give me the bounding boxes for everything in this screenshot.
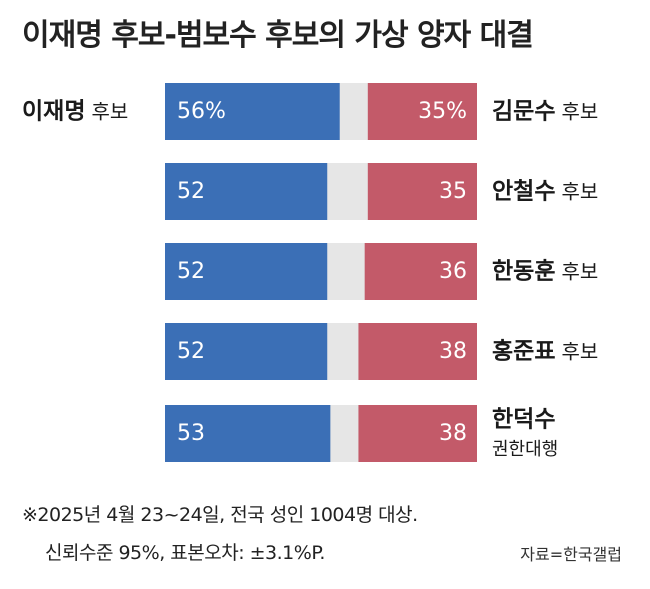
- bar-opponent: [364, 243, 477, 300]
- opponent-suffix: 후보: [561, 260, 598, 284]
- opponent-label: 홍준표 후보: [492, 339, 598, 365]
- bar-lee: [165, 405, 331, 462]
- left-candidate-name: 이재명: [22, 99, 85, 125]
- opponent-name: 한덕수: [492, 407, 555, 433]
- opponent-label: 김문수 후보: [492, 99, 598, 125]
- opponent-name: 홍준표: [492, 339, 555, 365]
- data-label-opponent: 36: [439, 259, 467, 284]
- data-label-lee: 56%: [177, 99, 226, 124]
- source-label: 자료=한국갤럽: [520, 545, 622, 564]
- bar-lee: [165, 163, 328, 220]
- bar-opponent: [367, 83, 477, 140]
- bar-lee: [165, 243, 328, 300]
- left-candidate-label: 이재명 후보: [22, 99, 128, 125]
- opponent-suffix: 후보: [561, 180, 598, 204]
- opponent-suffix: 후보: [561, 100, 598, 124]
- data-label-lee: 53: [177, 421, 205, 446]
- bar-lee: [165, 323, 328, 380]
- opponent-suffix: 권한대행: [492, 439, 558, 460]
- survey-footnote-margin: 신뢰수준 95%, 표본오차: ±3.1%P.: [45, 542, 325, 564]
- data-label-lee: 52: [177, 259, 205, 284]
- data-label-opponent: 38: [439, 339, 467, 364]
- data-label-opponent: 35: [439, 179, 467, 204]
- opponent-label: 안철수 후보: [492, 179, 598, 205]
- data-label-lee: 52: [177, 339, 205, 364]
- left-candidate-suffix: 후보: [91, 100, 128, 124]
- opponent-suffix: 후보: [561, 340, 598, 364]
- bar-opponent: [367, 163, 477, 220]
- bar-opponent: [358, 405, 477, 462]
- data-label-lee: 52: [177, 179, 205, 204]
- opponent-name: 김문수: [492, 99, 555, 125]
- data-label-opponent: 38: [439, 421, 467, 446]
- chart-title: 이재명 후보-범보수 후보의 가상 양자 대결: [22, 18, 534, 53]
- bar-lee: [165, 83, 340, 140]
- opponent-name: 안철수: [492, 179, 555, 205]
- survey-footnote-date: ※2025년 4월 23~24일, 전국 성인 1004명 대상.: [22, 504, 418, 526]
- bar-opponent: [358, 323, 477, 380]
- data-label-opponent: 35%: [418, 99, 467, 124]
- opponent-name: 한동훈: [492, 259, 555, 285]
- opponent-label: 한동훈 후보: [492, 259, 598, 285]
